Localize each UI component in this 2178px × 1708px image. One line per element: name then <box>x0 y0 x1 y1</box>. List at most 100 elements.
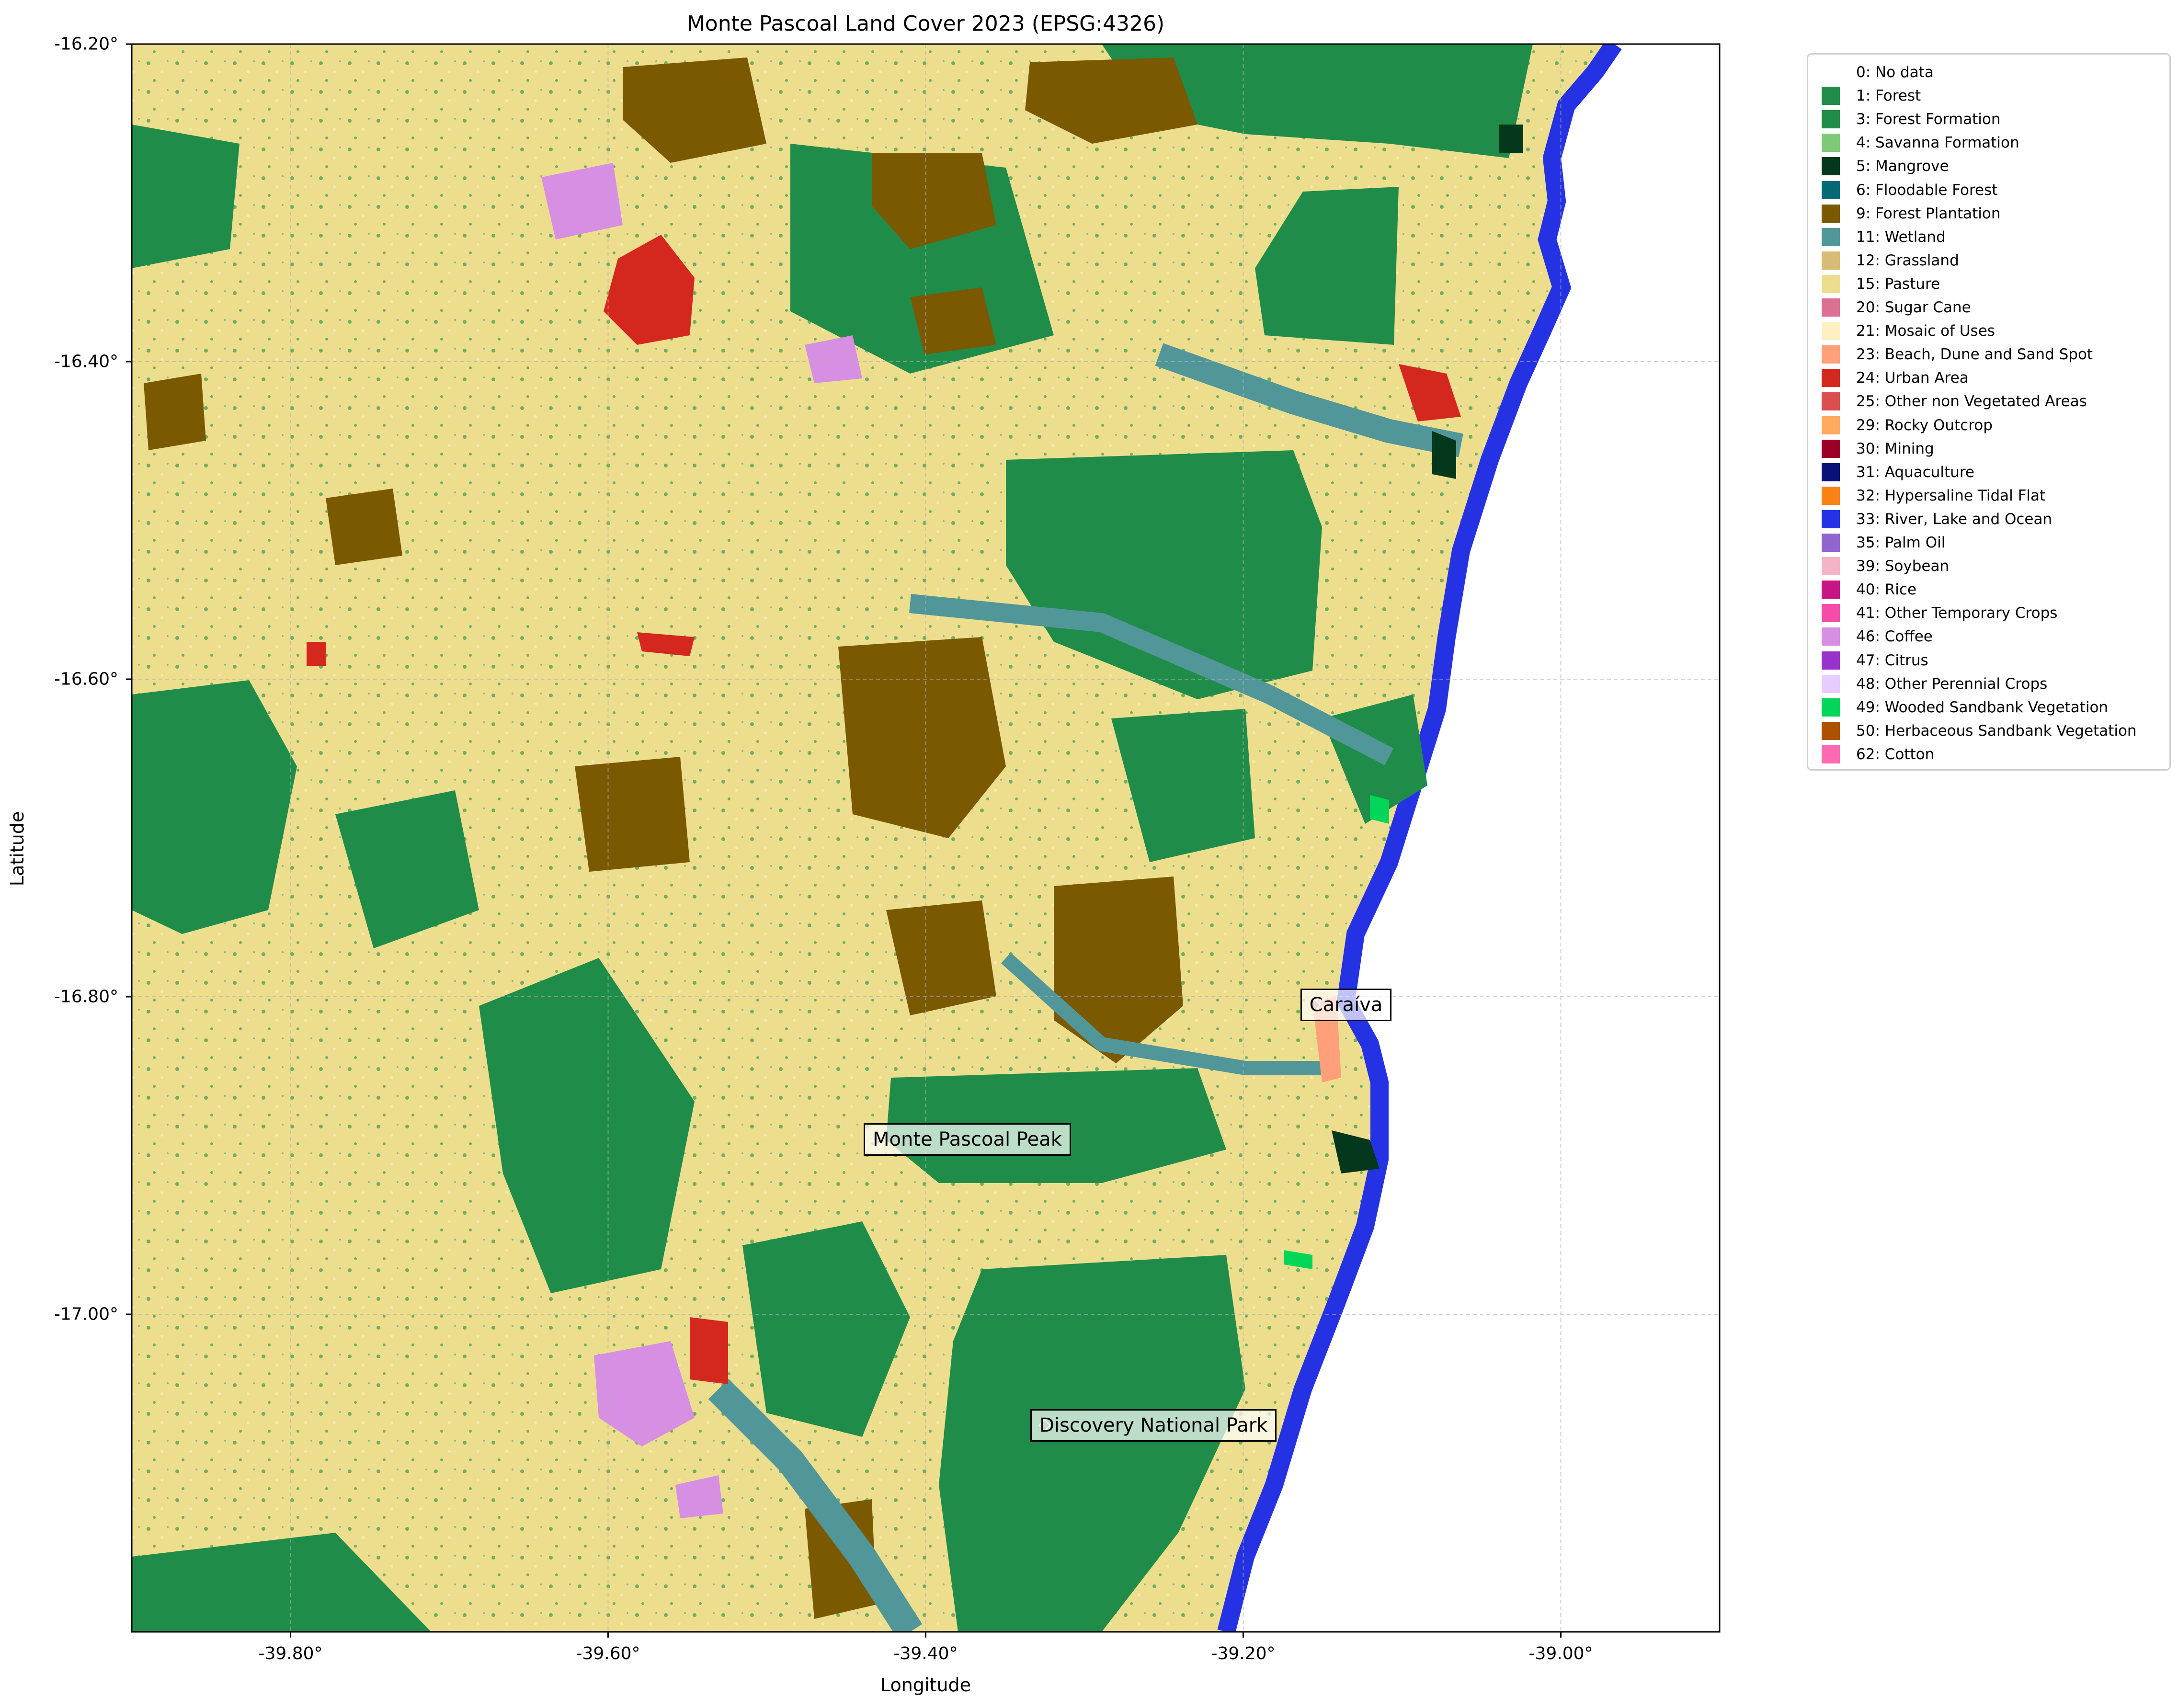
legend-swatch <box>1822 181 1840 199</box>
legend-swatch <box>1822 274 1840 293</box>
legend-item: 9: Forest Plantation <box>1822 202 2001 226</box>
legend-item: 32: Hypersaline Tidal Flat <box>1822 484 2045 508</box>
legend-swatch <box>1822 345 1840 364</box>
tick-marks <box>126 43 1562 1638</box>
legend-label: 50: Herbaceous Sandbank Vegetation <box>1856 722 2137 740</box>
legend-swatch <box>1822 486 1840 505</box>
legend-swatch <box>1822 369 1840 387</box>
legend-item: 41: Other Temporary Crops <box>1822 601 2057 625</box>
legend-label: 40: Rice <box>1856 581 1917 599</box>
legend-item: 1: Forest <box>1822 84 1921 108</box>
legend-swatch <box>1822 651 1840 670</box>
legend-swatch <box>1822 228 1840 246</box>
legend-swatch <box>1822 581 1840 599</box>
legend-swatch <box>1822 63 1840 81</box>
x-tick-label: -39.80° <box>258 1644 323 1663</box>
legend-item: 29: Rocky Outcrop <box>1822 413 1993 437</box>
y-tick-label: -16.60° <box>54 669 118 689</box>
legend-label: 3: Forest Formation <box>1856 111 2001 128</box>
legend-swatch <box>1822 439 1840 458</box>
legend-swatch <box>1822 557 1840 576</box>
place-label: Caraíva <box>1300 988 1392 1021</box>
legend-swatch <box>1822 604 1840 623</box>
y-tick-label: -16.40° <box>54 352 118 372</box>
legend-swatch <box>1822 463 1840 481</box>
legend-swatch <box>1822 251 1840 270</box>
legend-item: 21: Mosaic of Uses <box>1822 319 1995 343</box>
legend-swatch <box>1822 698 1840 717</box>
legend-swatch <box>1822 674 1840 693</box>
legend-item: 46: Coffee <box>1822 625 1933 649</box>
legend-label: 23: Beach, Dune and Sand Spot <box>1856 346 2093 364</box>
legend-label: 48: Other Perennial Crops <box>1856 675 2048 693</box>
legend-swatch <box>1822 745 1840 763</box>
legend-label: 15: Pasture <box>1856 275 1940 293</box>
legend-item: 11: Wetland <box>1822 225 1946 249</box>
forest-plantation-patches <box>144 57 1197 1619</box>
wetland-rivers <box>708 343 1463 1632</box>
legend-label: 41: Other Temporary Crops <box>1856 604 2058 622</box>
legend-item: 24: Urban Area <box>1822 366 1969 390</box>
x-tick-label: -39.00° <box>1528 1644 1593 1663</box>
legend-label: 33: River, Lake and Ocean <box>1856 510 2053 528</box>
legend-label: 30: Mining <box>1856 440 1934 457</box>
legend-label: 0: No data <box>1856 64 1934 81</box>
legend-item: 62: Cotton <box>1822 742 1934 766</box>
legend-item: 15: Pasture <box>1822 272 1940 296</box>
grid-lines <box>132 44 1720 1632</box>
x-tick-label: -39.60° <box>576 1644 640 1663</box>
legend-swatch <box>1822 298 1840 317</box>
legend-swatch <box>1822 392 1840 411</box>
legend-item: 50: Herbaceous Sandbank Vegetation <box>1822 719 2137 743</box>
legend-swatch <box>1822 627 1840 646</box>
legend-label: 6: Floodable Forest <box>1856 181 1998 199</box>
legend-swatch <box>1822 534 1840 552</box>
legend-item: 48: Other Perennial Crops <box>1822 672 2047 696</box>
legend-item: 5: Mangrove <box>1822 154 1949 178</box>
place-label: Discovery National Park <box>1030 1409 1277 1442</box>
y-axis-label: Latitude <box>7 811 28 887</box>
coastline-ocean <box>1217 44 1622 1632</box>
legend-label: 32: Hypersaline Tidal Flat <box>1856 487 2046 504</box>
legend-label: 49: Wooded Sandbank Vegetation <box>1856 698 2109 716</box>
legend-item: 47: Citrus <box>1822 649 1928 672</box>
legend-swatch <box>1822 87 1840 105</box>
legend-label: 1: Forest <box>1856 87 1921 105</box>
mangrove-areas <box>1332 125 1523 1173</box>
legend-swatch <box>1822 510 1840 528</box>
legend-item: 39: Soybean <box>1822 554 1949 578</box>
legend-item: 25: Other non Vegetated Areas <box>1822 389 2087 413</box>
legend-item: 35: Palm Oil <box>1822 531 1945 555</box>
place-label: Monte Pascoal Peak <box>864 1123 1071 1156</box>
y-tick-label: -16.80° <box>54 987 118 1007</box>
legend-label: 12: Grassland <box>1856 251 1959 269</box>
legend-label: 35: Palm Oil <box>1856 534 1946 551</box>
legend-swatch <box>1822 134 1840 152</box>
coffee-areas <box>541 163 862 1518</box>
legend-label: 31: Aquaculture <box>1856 463 1974 481</box>
legend-item: 3: Forest Formation <box>1822 107 2000 131</box>
y-tick-label: -17.00° <box>54 1304 118 1324</box>
urban-areas <box>307 235 1461 1384</box>
legend-item: 23: Beach, Dune and Sand Spot <box>1822 342 2093 366</box>
x-axis-label: Longitude <box>880 1674 971 1696</box>
legend-item: 31: Aquaculture <box>1822 460 1974 484</box>
legend-swatch <box>1822 416 1840 434</box>
legend-swatch <box>1822 157 1840 176</box>
legend-label: 25: Other non Vegetated Areas <box>1856 393 2087 410</box>
legend-label: 21: Mosaic of Uses <box>1856 322 1995 340</box>
legend-label: 62: Cotton <box>1856 745 1935 763</box>
figure-title: Monte Pascoal Land Cover 2023 (EPSG:4326… <box>686 11 1165 36</box>
legend-swatch <box>1822 721 1840 740</box>
legend-item: 20: Sugar Cane <box>1822 296 1971 319</box>
x-tick-label: -39.20° <box>1211 1644 1276 1663</box>
legend-swatch <box>1822 204 1840 223</box>
legend-label: 4: Savanna Formation <box>1856 134 2019 152</box>
legend-item: 4: Savanna Formation <box>1822 131 2019 155</box>
legend-label: 5: Mangrove <box>1856 158 1949 175</box>
legend-label: 9: Forest Plantation <box>1856 205 2001 222</box>
legend-item: 12: Grassland <box>1822 249 1959 273</box>
legend-label: 29: Rocky Outcrop <box>1856 416 1993 434</box>
wooded-sandbank <box>1284 795 1389 1269</box>
